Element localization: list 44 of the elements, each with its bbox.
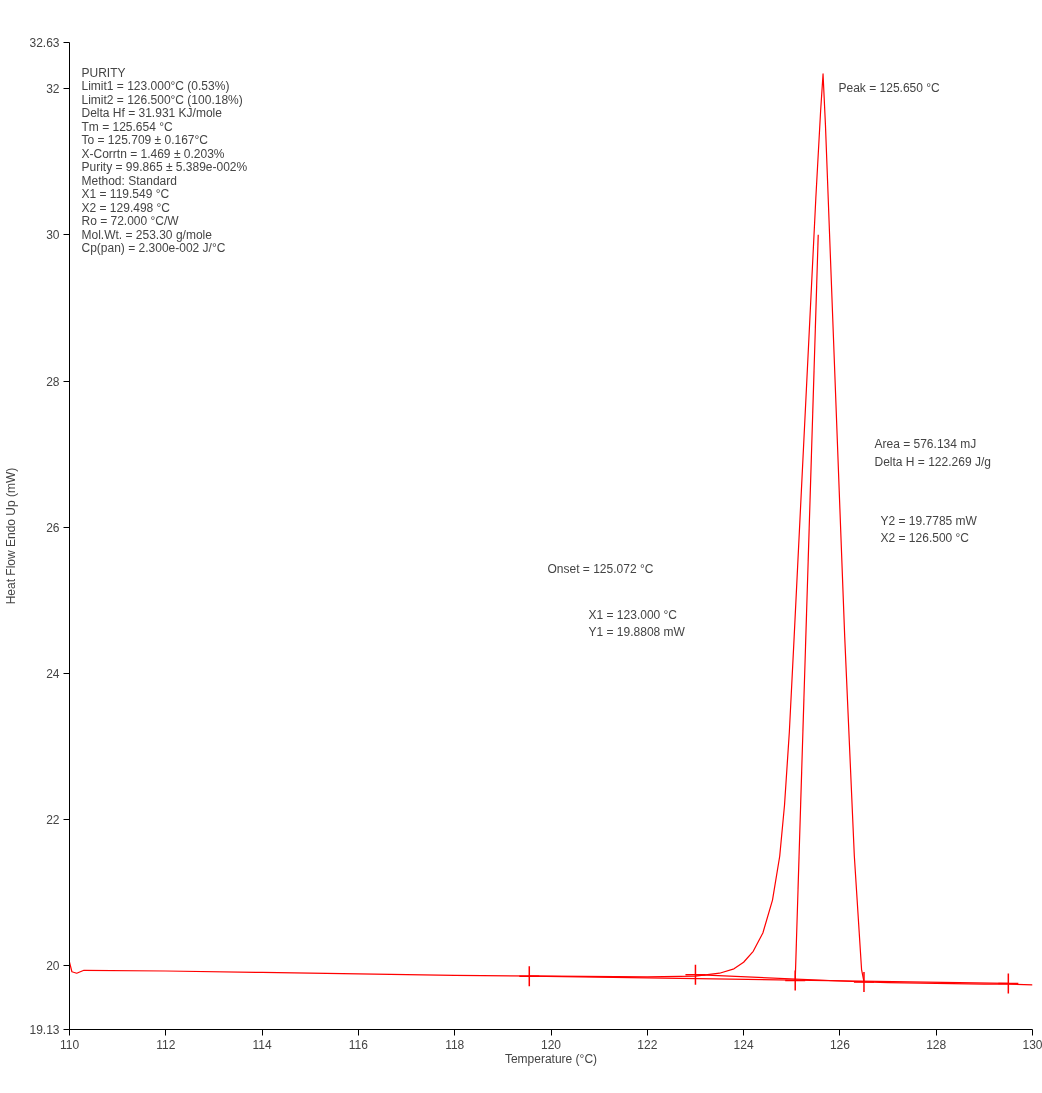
x-tick-label: 130: [1022, 1037, 1042, 1052]
annotation: Area = 576.134 mJ: [874, 436, 977, 451]
y-tick-label: 32.63: [29, 36, 60, 50]
x-tick-label: 112: [156, 1037, 176, 1052]
y-tick-label: 24: [46, 666, 60, 681]
annotation: Onset = 125.072 °C: [547, 561, 654, 576]
annotation: PURITY: [81, 65, 126, 80]
annotation: X1 = 123.000 °C: [588, 607, 678, 622]
annotation: X-Corrtn = 1.469 ± 0.203%: [81, 146, 225, 161]
annotation: X1 = 119.549 °C: [81, 187, 170, 201]
annotation: Ro = 72.000 °C/W: [81, 214, 180, 228]
annotation: Mol.Wt. = 253.30 g/mole: [81, 227, 213, 242]
annotation: Cp(pan) = 2.300e-002 J/°C: [81, 241, 226, 255]
x-tick-label: 120: [540, 1037, 562, 1052]
x-tick-label: 128: [926, 1037, 947, 1052]
annotation: Tm = 125.654 °C: [81, 119, 174, 134]
y-tick-label: 32: [46, 82, 60, 97]
annotation: Limit2 = 126.500°C (100.18%): [81, 92, 243, 107]
x-tick-label: 114: [252, 1037, 272, 1052]
annotation: Method: Standard: [81, 173, 177, 188]
y-tick-label: 26: [46, 520, 60, 535]
annotation: Delta H = 122.269 J/g: [874, 454, 991, 469]
annotation: Y1 = 19.8808 mW: [588, 624, 686, 639]
annotation: To = 125.709 ± 0.167°C: [81, 133, 209, 147]
y-tick-label: 19.13: [29, 1023, 60, 1037]
y-tick-label: 28: [46, 374, 60, 389]
annotation: Limit1 = 123.000°C (0.53%): [81, 79, 230, 93]
y-tick-label: 30: [46, 228, 60, 243]
x-tick-label: 110: [59, 1037, 80, 1052]
annotation: Purity = 99.865 ± 5.389e-002%: [81, 160, 248, 174]
x-axis-title: Temperature (°C): [504, 1051, 598, 1066]
x-tick-label: 124: [733, 1037, 754, 1052]
annotation: X2 = 129.498 °C: [81, 200, 171, 215]
x-tick-label: 118: [445, 1037, 465, 1052]
x-tick-label: 122: [637, 1037, 658, 1052]
y-axis-title: Heat Flow Endo Up (mW): [4, 467, 19, 605]
annotation: Delta Hf = 31.931 KJ/mole: [81, 106, 223, 120]
x-tick-label: 116: [348, 1037, 369, 1052]
x-tick-label: 126: [829, 1037, 851, 1052]
annotation: Peak = 125.650 °C: [838, 80, 941, 95]
annotation: X2 = 126.500 °C: [880, 530, 970, 545]
y-tick-label: 20: [46, 959, 60, 974]
y-tick-label: 22: [46, 813, 60, 828]
annotation: Y2 = 19.7785 mW: [880, 513, 978, 528]
